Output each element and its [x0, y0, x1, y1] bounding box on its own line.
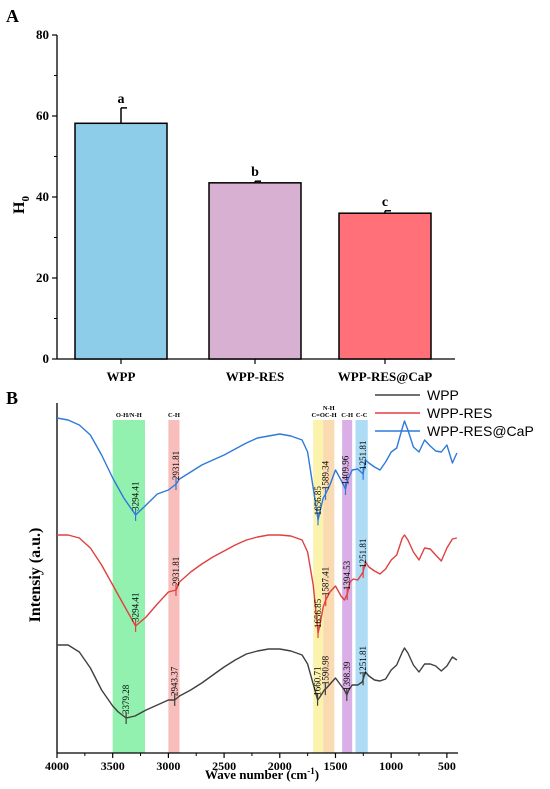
panel-a-y-tick-label: 80 — [36, 27, 49, 42]
panel-a-y-axis-label: H0 — [11, 196, 32, 214]
panel-b-series-line — [57, 534, 458, 634]
panel-b-peak-label: 3294.41 — [131, 482, 141, 511]
panel-b-x-tick-label: 2500 — [212, 759, 236, 773]
panel-b-peak-label: 1660.71 — [313, 666, 323, 695]
panel-a-bar — [208, 182, 302, 360]
panel-b-peak-label: 2931.81 — [171, 557, 181, 586]
panel-b-band — [313, 420, 324, 753]
panel-b-x-tick-label: 2000 — [268, 759, 292, 773]
panel-b-band — [342, 420, 353, 753]
panel-a-significance-letter: c — [382, 195, 388, 210]
panel-b-peak-label: 1589.34 — [321, 460, 331, 490]
panel-a-y-tick-label: 0 — [43, 351, 50, 366]
panel-a-bar-chart: A H0 0 20 40 60 80 a WPP b WPP-RES c WPP-RES@CaP — [6, 6, 455, 384]
panel-b-band-label: O-H/N-H — [116, 412, 142, 419]
panel-a-letter: A — [6, 6, 19, 26]
panel-b-x-tick-label: 3500 — [101, 759, 125, 773]
panel-b-x-tick-label: 1500 — [323, 759, 347, 773]
panel-b-series-line — [57, 644, 458, 719]
panel-b-peak-label: 1394.53 — [342, 560, 352, 590]
panel-b-x-tick-label: 3000 — [156, 759, 180, 773]
panel-a-significance-letter: b — [251, 165, 259, 180]
panel-a-y-tick-label: 40 — [36, 189, 49, 204]
panel-b-x-tick-label: 500 — [438, 759, 456, 773]
panel-b-peak-label: 1656.85 — [313, 598, 323, 628]
panel-a-category-label: WPP-RES — [226, 369, 285, 384]
panel-b-peak-label: 1656.85 — [313, 486, 323, 516]
panel-a-category-label: WPP-RES@CaP — [338, 369, 432, 384]
panel-b-band-label: C-H — [341, 412, 353, 419]
panel-b-x-axis-label: Wave number (cm-1) — [205, 766, 319, 782]
panel-b-band-label: C-H — [168, 412, 180, 419]
panel-b-band-label: C-H — [325, 412, 337, 419]
panel-a-category-label: WPP — [107, 369, 136, 384]
panel-b-legend-label: WPP — [427, 387, 459, 403]
panel-b-ftir-chart: B Intensiy (a.u.) Wave number (cm-1) O-H… — [6, 387, 534, 782]
panel-b-y-axis-label: Intensiy (a.u.) — [27, 528, 44, 623]
panel-b-x-tick-label: 4000 — [45, 759, 69, 773]
panel-a-y-tick-label: 60 — [36, 108, 49, 123]
panel-a-significance-letter: a — [118, 92, 125, 107]
panel-a-y-tick-label: 20 — [36, 270, 49, 285]
panel-a-bar — [74, 122, 168, 360]
panel-b-legend-label: WPP-RES — [427, 405, 492, 421]
panel-b-band — [168, 420, 180, 753]
panel-b-legend-label: WPP-RES@CaP — [427, 423, 534, 439]
panel-b-series-line — [56, 417, 458, 521]
panel-b-band-label: C-C — [356, 412, 368, 419]
panel-b-peak-label: 1251.81 — [358, 646, 368, 675]
panel-b-peak-label: 1409.96 — [341, 455, 351, 485]
panel-b-band — [323, 420, 335, 753]
panel-b-band — [355, 420, 368, 753]
panel-b-peak-label: 2943.37 — [170, 666, 180, 696]
panel-b-x-tick-label: 1000 — [379, 759, 403, 773]
panel-b-peak-label: 1590.98 — [320, 655, 330, 685]
panel-b-band-label: N-H — [323, 405, 335, 412]
panel-a-bar — [338, 212, 432, 360]
panel-b-band-label: C=O — [311, 412, 324, 419]
panel-b-peak-label: 3294.41 — [131, 593, 141, 622]
panel-b-peak-label: 3379.28 — [121, 684, 131, 714]
panel-b-letter: B — [6, 388, 18, 408]
panel-b-peak-label: 1251.81 — [358, 441, 368, 470]
panel-b-peak-label: 1587.41 — [321, 567, 331, 596]
panel-b-peak-label: 1251.81 — [358, 539, 368, 568]
panel-b-peak-label: 1398.39 — [342, 661, 352, 691]
panel-b-peak-label: 2931.81 — [171, 451, 181, 480]
panel-b-band — [112, 420, 145, 753]
